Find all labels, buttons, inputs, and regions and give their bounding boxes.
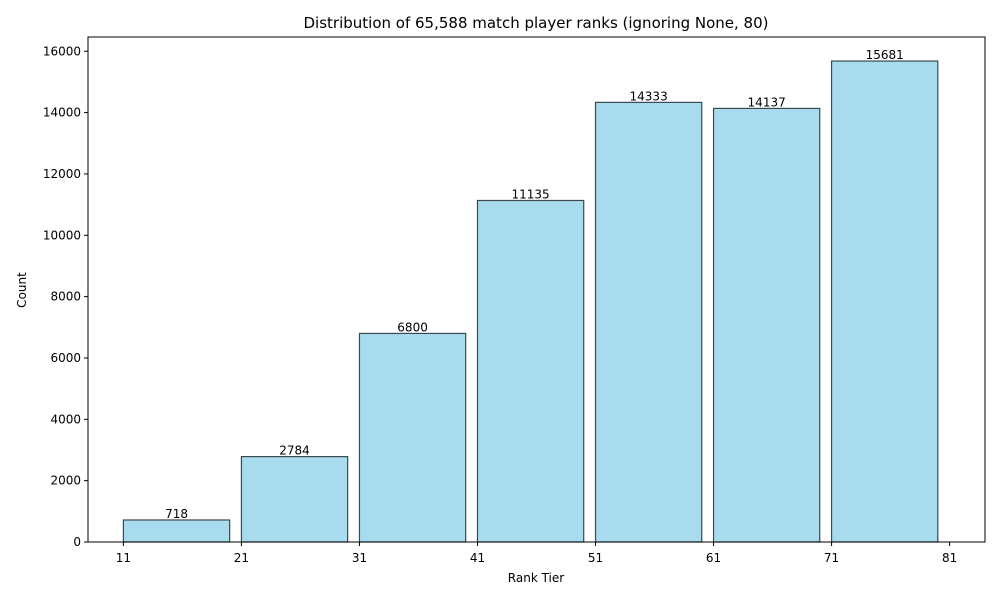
bar: [240, 456, 349, 543]
bar-value-label: 6800: [397, 320, 428, 334]
bar-value-label: 718: [165, 507, 188, 521]
y-tick-label: 16000: [43, 44, 81, 58]
bar-value-label: 2784: [279, 444, 310, 458]
x-tick-label: 21: [234, 551, 249, 565]
y-tick-label: 2000: [50, 474, 81, 488]
bar: [830, 60, 939, 543]
x-tick-label: 61: [706, 551, 721, 565]
bar: [712, 107, 821, 543]
axes: [87, 36, 986, 543]
plot-frame: [87, 36, 986, 543]
bar: [594, 101, 703, 543]
x-tick-label: 51: [588, 551, 603, 565]
y-tick-label: 4000: [50, 412, 81, 426]
y-tick-label: 12000: [43, 167, 81, 181]
y-tick-label: 6000: [50, 351, 81, 365]
y-tick-label: 8000: [50, 290, 81, 304]
data-labels: 718 2784 6800 11135 14333 14137 15681: [165, 48, 904, 521]
x-tick-label: 81: [942, 551, 957, 565]
x-tick-label: 41: [470, 551, 485, 565]
bar: [122, 519, 231, 543]
x-tick-label: 31: [352, 551, 367, 565]
bar: [358, 332, 467, 543]
y-axis-ticks: 0 2000 4000 6000 8000 10000 12000 14000 16000: [43, 44, 88, 549]
x-tick-label: 71: [824, 551, 839, 565]
bar-value-label: 14137: [748, 95, 786, 109]
bar-value-label: 14333: [630, 89, 668, 103]
bars: [122, 60, 939, 543]
x-axis-ticks: 11 21 31 41 51 61 71 81: [116, 542, 957, 565]
chart-title: Distribution of 65,588 match player rank…: [304, 14, 769, 32]
x-tick-label: 11: [116, 551, 131, 565]
x-axis-label: Rank Tier: [508, 571, 564, 585]
y-tick-label: 14000: [43, 106, 81, 120]
y-axis-label: Count: [15, 272, 29, 308]
bar: [476, 199, 585, 543]
y-tick-label: 0: [73, 535, 81, 549]
y-tick-label: 10000: [43, 228, 81, 242]
bar-value-label: 15681: [866, 48, 904, 62]
bar-value-label: 11135: [512, 187, 550, 201]
